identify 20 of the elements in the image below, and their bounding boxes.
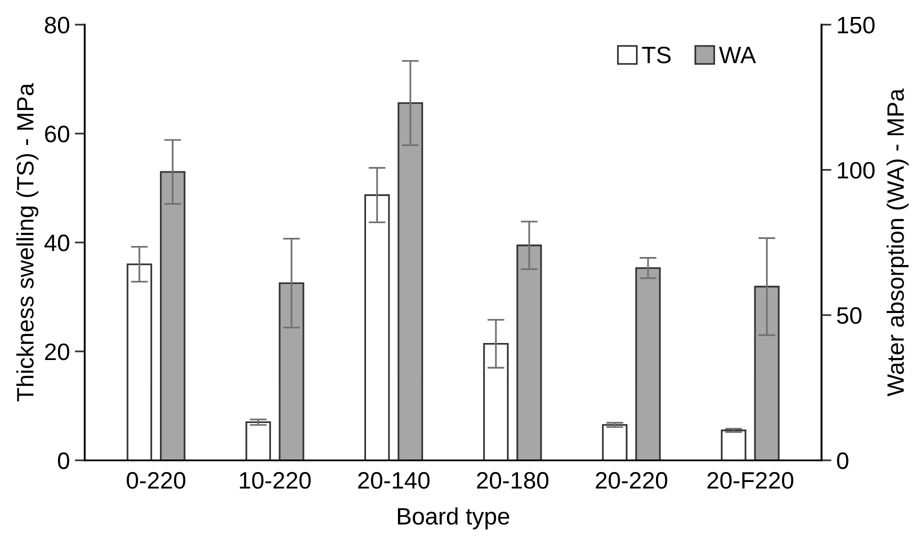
x-tick-label: 20-180 (476, 472, 548, 489)
y2-tick-label: 0 (837, 452, 848, 470)
x-tick-label: 20-F220 (707, 472, 794, 489)
y2-axis-title: Water absorption (WA) - MPa (886, 88, 909, 396)
x-tick-label: 20-140 (358, 472, 430, 489)
y-tick-label: 80 (44, 16, 70, 34)
y-tick-label: 60 (45, 126, 70, 142)
y-axis-title: Thickness swelling (TS) - MPa (16, 83, 38, 402)
y-tick-label: 20 (45, 343, 70, 360)
y-tick-label: 0 (58, 452, 70, 470)
legend-label: TS (642, 46, 671, 64)
y2-tick-label: 150 (838, 16, 875, 34)
legend-label: WA (719, 46, 756, 64)
x-tick-label: 10-220 (240, 472, 311, 489)
x-tick-label: 0-220 (126, 472, 186, 489)
x-axis-title: Board type (398, 507, 510, 530)
y-tick-label: 40 (44, 234, 70, 252)
x-tick-label: 20-220 (596, 472, 668, 489)
y2-tick-label: 50 (837, 307, 862, 324)
y2-tick-label: 100 (838, 162, 875, 179)
